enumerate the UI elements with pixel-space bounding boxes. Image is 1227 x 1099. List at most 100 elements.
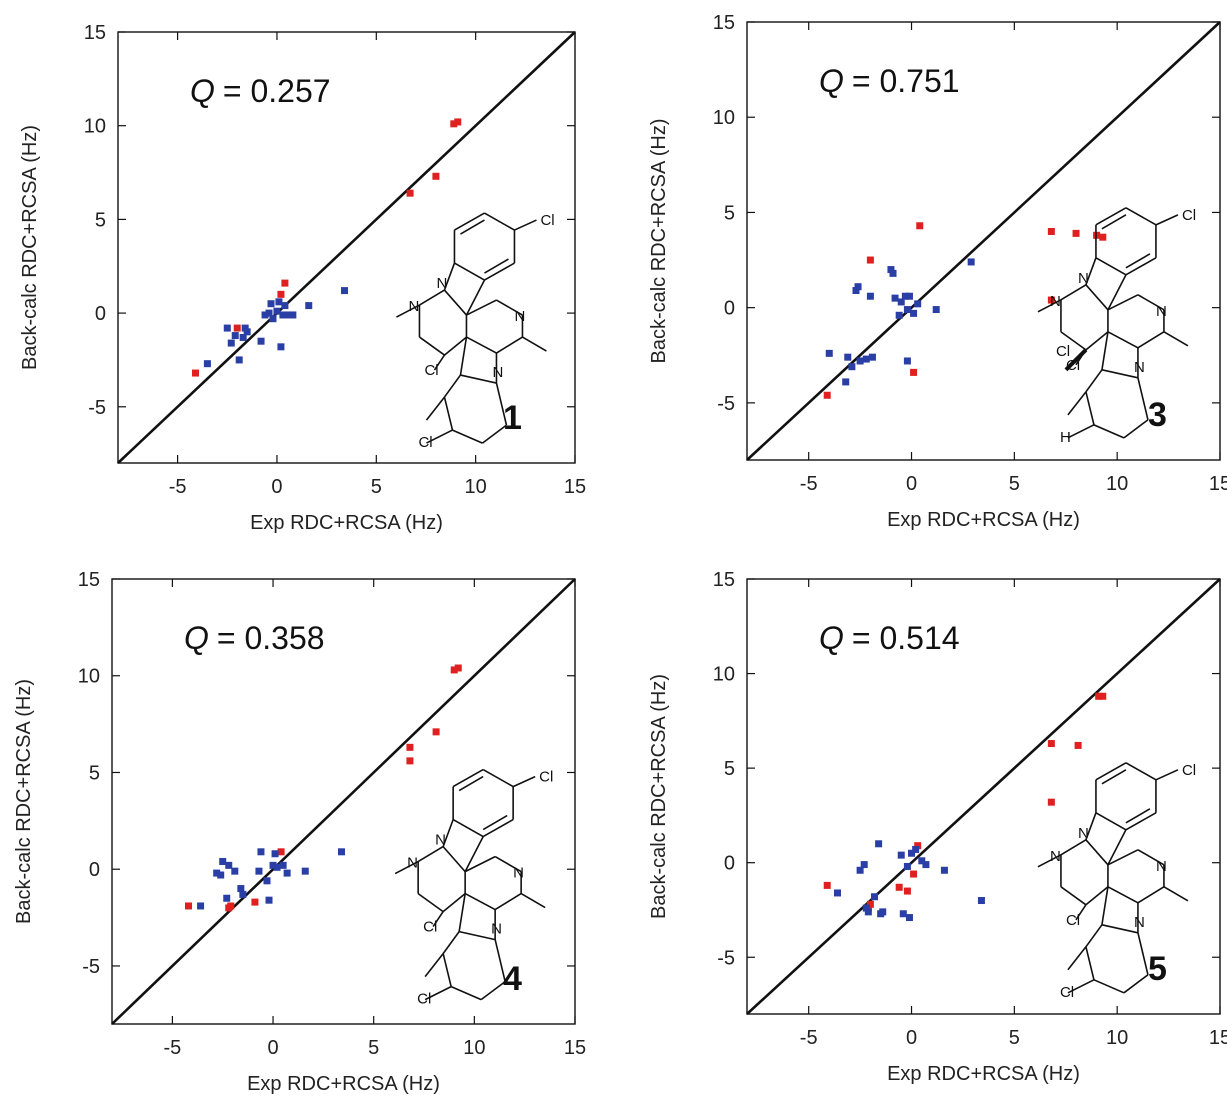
x-tick-label: 5 xyxy=(1009,1027,1020,1049)
molecule-bond xyxy=(1155,214,1179,226)
molecule-atom-label: N xyxy=(491,921,502,938)
molecule-bond xyxy=(495,382,508,426)
red-data-point xyxy=(281,279,289,287)
red-data-point xyxy=(191,369,199,377)
blue-data-point xyxy=(261,311,269,319)
molecule-bond xyxy=(442,892,466,913)
molecule-bond xyxy=(443,336,467,356)
molecule-bond xyxy=(443,289,468,316)
red-data-point xyxy=(916,222,924,230)
y-tick-label: 15 xyxy=(78,569,100,591)
blue-data-point xyxy=(862,904,870,912)
molecule-bond xyxy=(494,892,522,911)
blue-data-point xyxy=(856,357,864,365)
blue-data-point xyxy=(237,885,245,893)
molecule-bond xyxy=(454,212,485,231)
blue-data-point xyxy=(265,896,273,904)
molecule-bond xyxy=(1137,294,1165,311)
y-tick-label: 5 xyxy=(724,202,735,224)
molecule-bond xyxy=(1107,331,1139,349)
red-data-point xyxy=(910,368,918,376)
red-data-point xyxy=(450,120,458,128)
molecule-bond xyxy=(424,953,444,978)
y-tick-label: 0 xyxy=(89,859,100,881)
y-tick-label: -5 xyxy=(82,956,100,978)
molecule-bond xyxy=(496,299,523,316)
blue-data-point xyxy=(914,300,922,308)
molecule-bond xyxy=(494,939,506,982)
y-tick-label: 10 xyxy=(713,107,735,129)
molecule-bond xyxy=(1095,812,1127,831)
blue-data-point xyxy=(279,861,287,869)
blue-data-point xyxy=(852,287,860,295)
blue-data-point xyxy=(932,306,940,314)
molecule-atom-label: N xyxy=(407,855,418,872)
y-tick-label: 5 xyxy=(724,758,735,780)
y-tick-label: 5 xyxy=(95,209,106,231)
molecule-bond xyxy=(1137,377,1149,421)
x-axis-label: Exp RDC+RCSA (Hz) xyxy=(887,1063,1080,1085)
q-symbol: Q xyxy=(819,620,844,656)
blue-data-point xyxy=(864,908,872,916)
molecule-atom-label: Cl xyxy=(1182,207,1196,224)
red-data-point xyxy=(450,666,458,674)
molecule-bond xyxy=(460,374,497,384)
red-data-point xyxy=(454,664,462,672)
molecule-bond xyxy=(1060,331,1087,351)
red-data-point xyxy=(823,881,831,889)
molecule-atom-label: N xyxy=(435,832,446,849)
y-tick-label: 10 xyxy=(713,664,735,686)
blue-data-point xyxy=(273,307,281,315)
molecule-bond xyxy=(1137,849,1165,866)
blue-data-point xyxy=(341,287,349,295)
molecule-atom-label: Cl xyxy=(1182,762,1196,779)
blue-data-point xyxy=(903,357,911,365)
molecule-atom-label: N xyxy=(1134,359,1145,376)
molecule-bond xyxy=(454,262,485,281)
blue-data-point xyxy=(217,871,225,879)
blue-data-point xyxy=(289,311,297,319)
molecule-bond xyxy=(443,374,462,398)
molecule-bond xyxy=(432,911,444,928)
red-data-point xyxy=(1072,229,1080,237)
chart-panel-4: -5 0 5 10 15 -5 0 5 10 15 Exp RDC+RCSA (Hz) Back-ca… xyxy=(13,569,586,1095)
chart-panel-5: -5 0 5 10 15 -5 0 5 10 15 Exp RDC+RCSA (Hz) Back-ca… xyxy=(648,569,1227,1085)
molecule-bond xyxy=(465,279,486,316)
molecule-bond xyxy=(1067,391,1087,416)
molecule-bond xyxy=(452,429,483,444)
y-tick-label: 0 xyxy=(724,853,735,875)
red-data-point xyxy=(1099,233,1107,241)
blue-data-point xyxy=(842,378,850,386)
blue-data-point xyxy=(271,850,279,858)
molecule-atom-label: Cl xyxy=(540,212,554,229)
blue-data-point xyxy=(269,861,277,869)
red-data-point xyxy=(1047,740,1055,748)
molecule-bond xyxy=(1101,769,1127,785)
molecule-bond xyxy=(484,258,509,274)
q-value-annotation: Q = 0.257 xyxy=(190,73,331,109)
molecule-bond xyxy=(464,836,484,872)
molecule-bond xyxy=(1101,331,1109,370)
molecule-atom-label: N xyxy=(492,364,503,381)
molecule-wedge-bond xyxy=(1064,348,1088,372)
molecule-bond xyxy=(1163,886,1189,902)
blue-data-point xyxy=(281,302,289,310)
molecule-bond xyxy=(464,855,496,873)
molecule-atom-label: N xyxy=(513,865,524,882)
molecule-bond xyxy=(1085,284,1109,311)
blue-data-point xyxy=(889,269,897,277)
red-data-point xyxy=(406,757,414,765)
blue-data-point xyxy=(263,877,271,885)
molecule-bond xyxy=(450,985,482,1001)
compound-number: 1 xyxy=(503,399,522,437)
blue-data-point xyxy=(197,902,205,910)
molecule-bond xyxy=(417,892,444,913)
molecule-bond xyxy=(452,768,484,788)
chart-panel-1: -5 0 5 10 15 -5 0 5 10 15 Exp RDC+RCSA (Hz) Back-ca… xyxy=(19,22,586,534)
y-tick-label: 10 xyxy=(78,666,100,688)
blue-data-point xyxy=(897,851,905,859)
blue-data-point xyxy=(225,861,233,869)
molecule-bond xyxy=(480,980,506,1001)
